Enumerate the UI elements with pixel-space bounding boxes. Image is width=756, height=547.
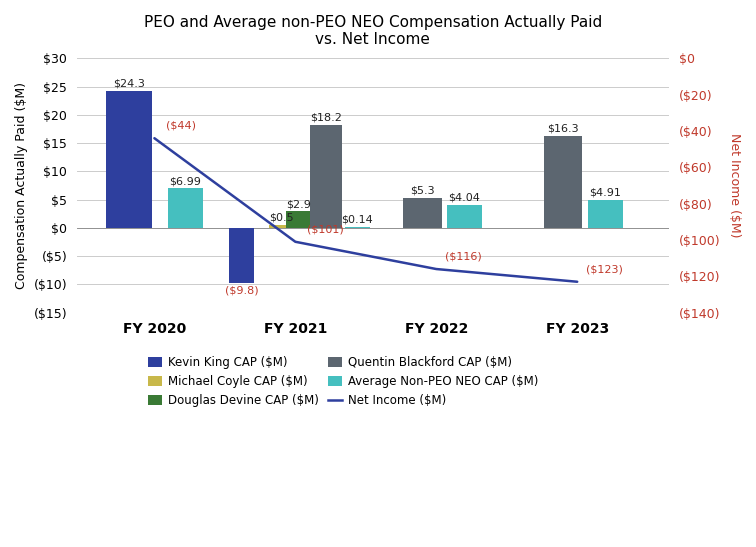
Text: ($44): ($44): [166, 121, 196, 131]
Text: $4.91: $4.91: [590, 188, 621, 198]
Text: $24.3: $24.3: [113, 78, 145, 88]
Title: PEO and Average non-PEO NEO Compensation Actually Paid
vs. Net Income: PEO and Average non-PEO NEO Compensation…: [144, 15, 602, 48]
Y-axis label: Compensation Actually Paid ($M): Compensation Actually Paid ($M): [15, 82, 28, 289]
Bar: [403, 198, 442, 228]
Text: $6.99: $6.99: [169, 176, 201, 186]
Text: ($101): ($101): [307, 224, 343, 235]
Text: ($9.8): ($9.8): [225, 286, 259, 295]
Text: ($123): ($123): [586, 265, 622, 275]
Bar: [447, 205, 482, 228]
Bar: [168, 188, 203, 228]
Bar: [311, 125, 342, 228]
Text: $18.2: $18.2: [311, 113, 342, 123]
Bar: [269, 225, 293, 228]
Text: $16.3: $16.3: [547, 124, 579, 133]
Text: $0.5: $0.5: [269, 213, 293, 223]
Bar: [544, 136, 583, 228]
Bar: [345, 227, 370, 228]
Text: $2.9: $2.9: [286, 199, 311, 209]
Text: $5.3: $5.3: [410, 185, 435, 196]
Bar: [230, 228, 254, 283]
Text: ($116): ($116): [445, 252, 482, 262]
Text: $0.14: $0.14: [342, 215, 373, 225]
Legend: Kevin King CAP ($M), Michael Coyle CAP ($M), Douglas Devine CAP ($M), Quentin Bl: Kevin King CAP ($M), Michael Coyle CAP (…: [143, 352, 544, 412]
Bar: [286, 212, 311, 228]
Text: $4.04: $4.04: [448, 193, 480, 203]
Y-axis label: Net Income ($M): Net Income ($M): [728, 133, 741, 238]
Bar: [587, 200, 623, 228]
Bar: [106, 90, 152, 228]
